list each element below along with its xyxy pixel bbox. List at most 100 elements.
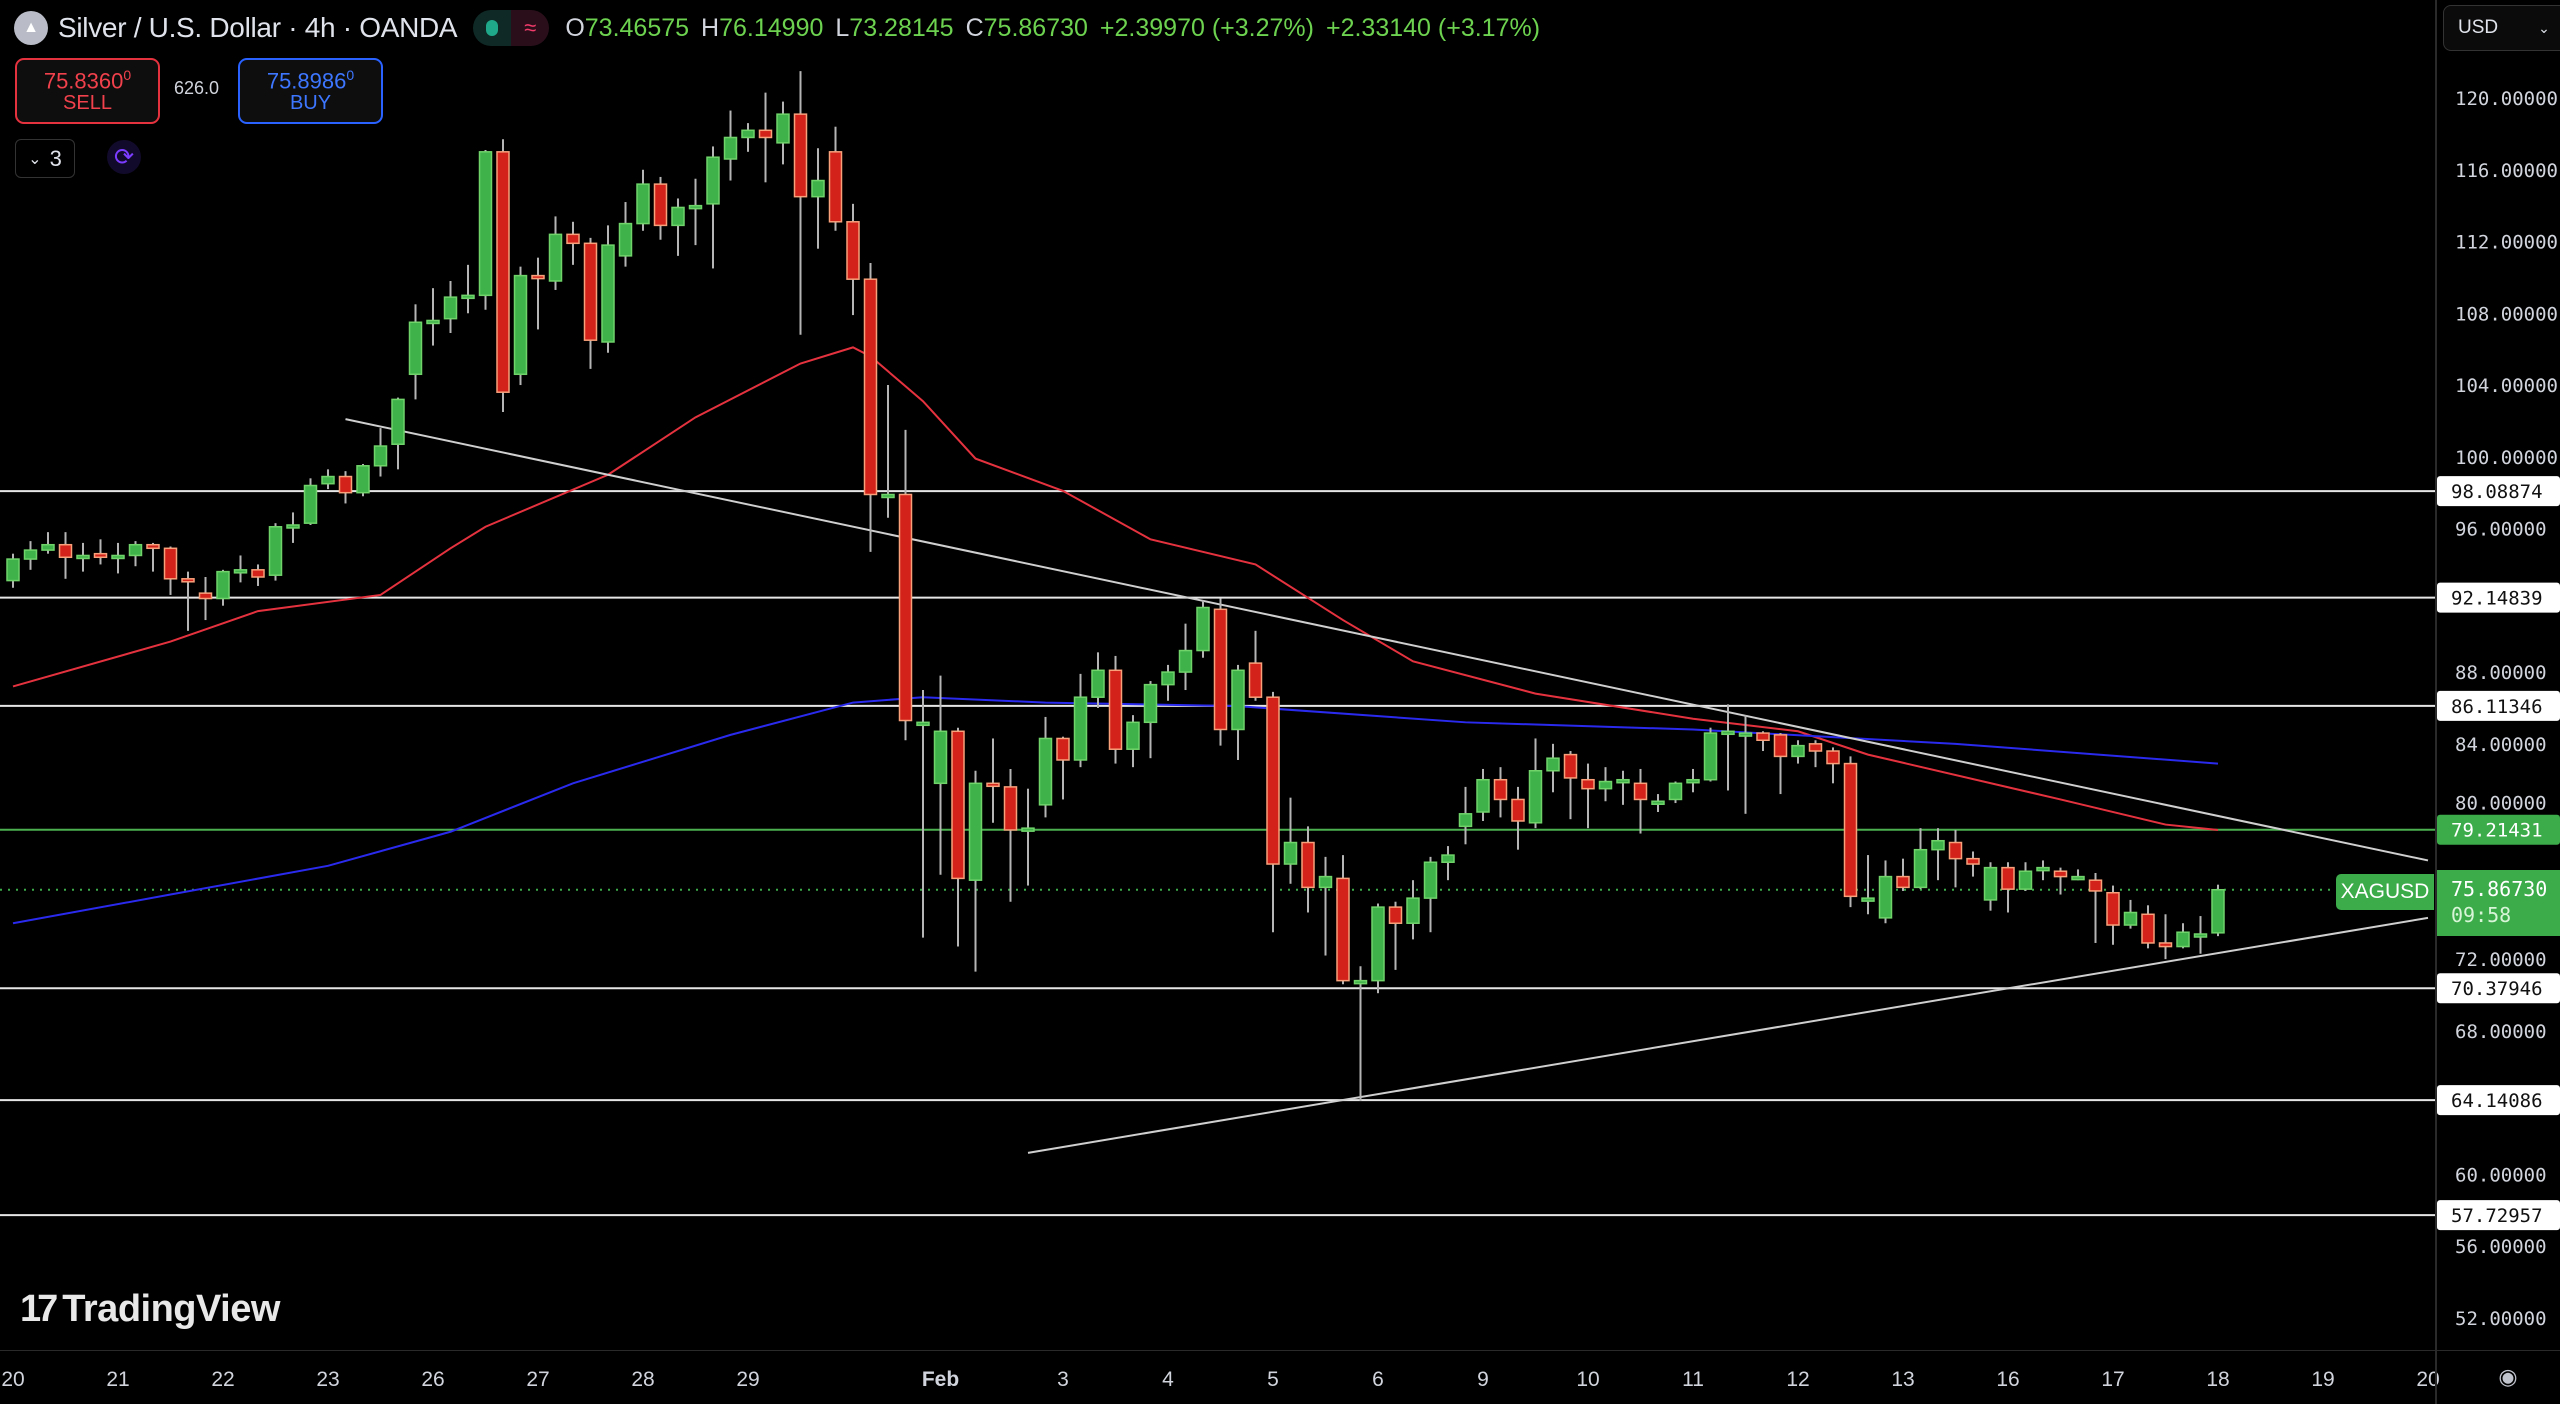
candle — [1266, 691, 1280, 933]
candle — [1283, 797, 1298, 884]
candle — [583, 237, 598, 369]
candle — [1826, 747, 1840, 784]
candle — [618, 202, 633, 267]
candle — [1931, 828, 1945, 881]
time-tick-label: 16 — [1996, 1368, 2019, 1391]
candle — [2123, 899, 2138, 929]
candle-body — [531, 274, 545, 280]
chevron-down-icon: ⌄ — [28, 150, 42, 168]
candle-body — [671, 206, 685, 227]
candle — [6, 553, 20, 588]
candle — [1651, 794, 1665, 813]
symbol-title[interactable]: Silver / U.S. Dollar · 4h · OANDA — [58, 12, 458, 43]
candle-body — [251, 569, 265, 578]
time-tick-label: 18 — [2206, 1368, 2229, 1391]
candle-body — [741, 129, 755, 139]
refresh-icon[interactable]: ⟳ — [107, 140, 141, 174]
price-tick-label: 104.00000 — [2455, 375, 2558, 397]
candle-body — [1651, 800, 1665, 805]
price-tick-label: 80.00000 — [2455, 793, 2547, 815]
delayed-data-icon[interactable]: ≈ — [511, 10, 550, 46]
candle — [566, 221, 580, 265]
price-level-label: 86.11346 — [2451, 696, 2543, 718]
candle-body — [1371, 906, 1385, 982]
candle-body — [2053, 870, 2068, 878]
market-open-dot-icon[interactable] — [473, 10, 512, 46]
candle — [513, 266, 528, 386]
candle-body — [303, 484, 318, 524]
price-tick-label: 116.00000 — [2455, 160, 2558, 182]
candle-body — [951, 730, 965, 880]
eye-settings-icon[interactable]: ◉ — [2498, 1364, 2518, 1389]
candle-body — [181, 578, 195, 583]
candle-body — [1966, 857, 1980, 865]
candle-body — [2106, 891, 2120, 926]
candle — [1406, 880, 1420, 940]
candle — [916, 690, 930, 938]
candle-body — [426, 319, 440, 325]
time-tick-label: 4 — [1162, 1368, 1174, 1391]
candle-body — [1213, 608, 1228, 731]
time-tick-label: 20 — [1, 1368, 24, 1391]
price-tick-label: 112.00000 — [2455, 232, 2558, 254]
candle — [1161, 664, 1175, 701]
price-tick-label: 56.00000 — [2455, 1236, 2547, 1258]
candle — [1336, 855, 1350, 985]
time-tick-label: 26 — [421, 1368, 444, 1391]
candle — [1563, 751, 1578, 820]
candle — [1476, 768, 1490, 821]
candle — [1738, 715, 1753, 814]
candle-body — [2088, 879, 2103, 892]
candle — [1248, 630, 1263, 701]
candle-body — [2141, 913, 2155, 944]
candle-body — [461, 294, 475, 300]
candle — [356, 463, 370, 497]
candle-body — [93, 552, 108, 559]
candle — [1178, 623, 1193, 691]
moving-average-line — [12, 346, 2219, 831]
ohlc-low: L73.28145 — [835, 13, 954, 42]
time-tick-label: 3 — [1057, 1368, 1069, 1391]
candle-body — [338, 475, 353, 494]
candle — [531, 257, 545, 330]
candle — [1301, 826, 1315, 913]
time-tick-label: 13 — [1891, 1368, 1914, 1391]
candle-body — [1493, 778, 1508, 801]
candle-body — [163, 547, 178, 580]
candle-body — [1458, 813, 1473, 828]
candle — [1878, 860, 1893, 924]
candle — [198, 576, 213, 621]
indicators-toggle-button[interactable]: ⌄ 3 — [15, 139, 75, 178]
candle-body — [566, 233, 580, 245]
candle-body — [6, 558, 20, 582]
price-level-label: 64.14086 — [2451, 1090, 2543, 1112]
candle — [2211, 884, 2225, 937]
candle — [671, 198, 685, 256]
candle-body — [863, 278, 878, 496]
status-pills[interactable]: ≈ — [473, 10, 550, 46]
price-tick-label: 68.00000 — [2455, 1021, 2547, 1043]
candle — [863, 263, 878, 552]
candle-body — [1843, 762, 1858, 898]
candle — [2141, 905, 2155, 949]
buy-button[interactable]: 75.89860 BUY — [238, 58, 383, 124]
price-axis[interactable]: 120.00000 116.00000 112.00000 108.00000 104.… — [2455, 88, 2558, 1330]
currency-select[interactable]: USD ⌄ — [2443, 5, 2560, 51]
sell-button[interactable]: 75.83600 SELL — [15, 58, 160, 124]
candle-body — [1161, 671, 1175, 686]
candle-body — [1406, 897, 1420, 924]
candle — [478, 150, 493, 310]
candle — [933, 675, 948, 875]
tradingview-logo[interactable]: 17 TradingView — [20, 1288, 280, 1331]
candle — [1493, 767, 1508, 818]
level-labels: 98.08874 92.14839 86.11346 79.21431 70.37946… — [2437, 476, 2560, 1231]
candle-body — [1143, 683, 1158, 724]
candle-body — [688, 204, 703, 210]
candle — [1371, 903, 1385, 994]
candle-body — [636, 183, 650, 225]
candle — [811, 148, 825, 249]
time-axis[interactable]: 20 21 22 23 26 27 28 29 Feb 3 4 5 6 9 10 11 12 13 16 17 18 19… — [1, 1368, 2439, 1391]
price-tick-label: 72.00000 — [2455, 949, 2547, 971]
candle — [1423, 856, 1438, 933]
